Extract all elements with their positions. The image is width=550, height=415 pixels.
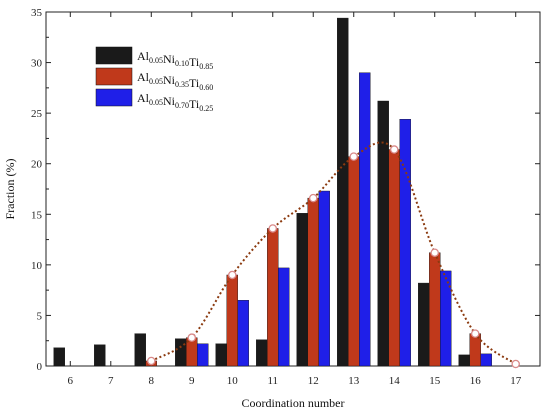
bar	[359, 72, 371, 367]
bar	[53, 347, 65, 367]
legend-label: Al0.05Ni0.35Ti0.60	[137, 70, 213, 92]
fit-curve-marker	[349, 152, 358, 161]
fit-curve-marker	[430, 248, 439, 257]
x-tick-label: 11	[267, 375, 278, 387]
y-tick-label: 30	[31, 58, 43, 70]
y-tick-label: 5	[37, 310, 43, 322]
legend: Al0.05Ni0.10Ti0.85Al0.05Ni0.35Ti0.60Al0.…	[95, 46, 213, 113]
bar	[278, 267, 290, 367]
bar	[256, 339, 268, 367]
x-tick-label: 9	[189, 375, 195, 387]
y-tick-label: 15	[31, 209, 43, 221]
bar	[469, 333, 481, 367]
fit-curve-marker	[228, 270, 237, 280]
legend-swatch	[95, 67, 133, 86]
y-axis-title: Fraction (%)	[3, 159, 17, 220]
fit-curve-marker	[268, 224, 278, 233]
x-tick-label: 12	[308, 375, 319, 387]
bar	[337, 17, 349, 367]
y-tick-label: 20	[31, 159, 43, 171]
bar	[318, 190, 330, 367]
bar	[399, 119, 411, 367]
bar	[296, 213, 308, 367]
fit-curve-line	[150, 141, 517, 365]
x-tick-label: 17	[510, 375, 522, 387]
bar	[94, 344, 106, 367]
y-tick-label: 10	[31, 260, 43, 272]
fit-curve-marker	[470, 329, 480, 338]
legend-label: Al0.05Ni0.10Ti0.85	[137, 49, 213, 71]
bar	[388, 149, 400, 367]
bar	[134, 333, 146, 367]
bars	[53, 17, 492, 367]
fit-curve-marker	[389, 145, 399, 154]
bar	[175, 338, 187, 367]
y-tick-label: 35	[31, 7, 43, 19]
bar	[440, 270, 452, 367]
bar	[377, 100, 389, 367]
x-tick-label: 13	[348, 375, 360, 387]
bar	[307, 197, 319, 367]
x-tick-label: 7	[108, 375, 114, 387]
fit-curve-marker	[511, 359, 520, 369]
bar	[480, 353, 492, 367]
fit-curve-marker	[147, 356, 156, 366]
x-tick-label: 15	[429, 375, 441, 387]
bar	[429, 252, 441, 367]
bar	[226, 274, 238, 367]
legend-swatch	[95, 88, 133, 107]
bar	[197, 343, 209, 367]
x-tick-label: 6	[68, 375, 74, 387]
legend-label: Al0.05Ni0.70Ti0.25	[137, 91, 213, 113]
fit-curve-marker	[308, 193, 318, 203]
bar	[458, 354, 470, 367]
bar	[418, 282, 430, 367]
fit-curve-marker	[187, 333, 197, 342]
x-axis-title: Coordination number	[242, 396, 345, 410]
x-tick-label: 8	[149, 375, 155, 387]
bar	[215, 343, 227, 367]
x-tick-label: 14	[389, 375, 401, 387]
y-axis-ticks: 0 5 10 15 20 25 30 35	[31, 7, 540, 373]
plot-frame	[45, 11, 541, 367]
x-axis-ticks: 6 7 8 9 10 11 12 13 14 15 16 17	[68, 12, 522, 387]
fit-curve	[147, 141, 520, 369]
y-tick-label: 25	[31, 108, 43, 120]
legend-swatch	[95, 46, 133, 65]
x-tick-label: 16	[470, 375, 482, 387]
bar	[267, 228, 279, 367]
bar	[237, 300, 249, 367]
bar	[348, 156, 360, 367]
y-tick-label: 0	[37, 361, 43, 373]
x-tick-label: 10	[227, 375, 239, 387]
